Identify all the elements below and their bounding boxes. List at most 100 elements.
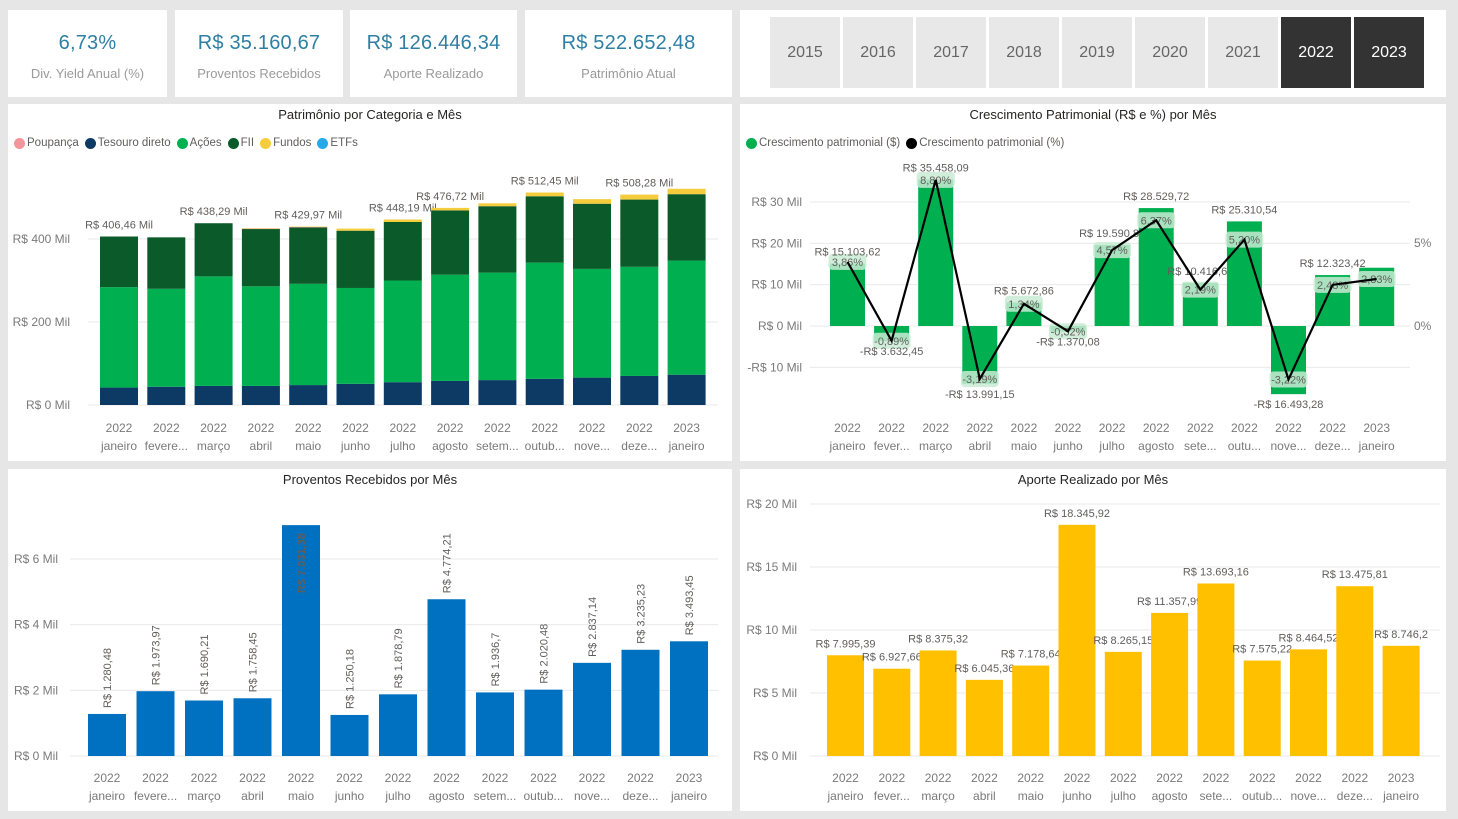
aporte-bar: [1243, 660, 1281, 756]
year-button-2016[interactable]: 2016: [843, 17, 913, 88]
legend-item[interactable]: Crescimento patrimonial (%): [906, 137, 1064, 149]
x-tick-year: 2022: [1099, 421, 1126, 435]
proventos-bar: [670, 641, 708, 756]
x-tick-year: 2022: [834, 421, 861, 435]
x-tick-year: 2022: [1275, 421, 1302, 435]
x-tick-month: outub...: [1242, 789, 1282, 803]
y-tick-label: R$ 0 Mil: [758, 319, 802, 333]
year-button-2019[interactable]: 2019: [1062, 17, 1132, 88]
bar-segment-acoes: [289, 283, 328, 386]
data-label: R$ 7.178,64: [1001, 649, 1061, 661]
legend-label: ETFs: [330, 137, 358, 149]
x-tick-year: 2022: [922, 421, 949, 435]
aporte-bar: [1151, 612, 1189, 756]
bar-segment-fii: [478, 206, 517, 273]
year-button-2017[interactable]: 2017: [916, 17, 986, 88]
x-tick-year: 2022: [878, 771, 905, 785]
proventos-bar: [136, 691, 175, 756]
legend-dot-icon: [260, 137, 272, 149]
legend-item[interactable]: Fundos: [260, 137, 311, 149]
proventos-bar: [185, 700, 223, 756]
year-button-2021[interactable]: 2021: [1208, 17, 1278, 88]
aporte-chart-panel: Aporte Realizado por Mês R$ 0 Mil R$ 5 Mi…: [740, 469, 1446, 811]
aporte-bar: [1104, 651, 1142, 756]
data-label: R$ 1.250,18: [345, 649, 357, 709]
bar-segment-acoes: [573, 268, 611, 378]
aporte-bar: [1058, 524, 1096, 756]
x-tick-month: outub...: [525, 439, 565, 453]
data-label: R$ 4.774,21: [442, 533, 454, 593]
x-tick-year: 2022: [1187, 421, 1214, 435]
x-tick-year: 2022: [1011, 421, 1038, 435]
bar-segment-tesouro: [431, 380, 470, 405]
x-tick-month: fevere...: [134, 789, 177, 803]
legend-label: Tesouro direto: [97, 137, 171, 149]
year-button-2023[interactable]: 2023: [1354, 17, 1424, 88]
x-tick-month: fever...: [874, 789, 910, 803]
x-tick-month: maio: [1011, 439, 1037, 453]
chart-title: Aporte Realizado por Mês: [1017, 472, 1169, 487]
chart-title: Crescimento Patrimonial (R$ e %) por Mês: [969, 107, 1217, 122]
legend-item[interactable]: Crescimento patrimonial ($): [746, 137, 900, 149]
bar-segment-tesouro: [383, 382, 422, 405]
legend-dot-icon: [84, 137, 96, 149]
data-label: R$ 7.995,39: [816, 638, 876, 650]
bar-segment-fundos: [478, 203, 517, 207]
bar-segment-tesouro: [336, 383, 375, 405]
x-tick-month: julho: [1110, 789, 1137, 803]
x-tick-year: 2022: [579, 771, 606, 785]
bar-segment-fii: [194, 223, 233, 277]
x-tick-month: junho: [334, 789, 365, 803]
x-tick-month: junho: [340, 439, 371, 453]
bar-segment-acoes: [667, 260, 706, 375]
legend-item[interactable]: Poupança: [14, 137, 79, 149]
bar-segment-fii: [100, 236, 138, 288]
chart-title: Patrimônio por Categoria e Mês: [278, 107, 462, 122]
data-label: R$ 8.746,2: [1374, 629, 1428, 641]
legend-item[interactable]: ETFs: [317, 137, 358, 149]
bar-segment-tesouro: [573, 377, 611, 405]
legend-item[interactable]: Ações: [176, 137, 222, 149]
value-data-label: R$ 25.310,54: [1211, 204, 1277, 216]
bar-segment-tesouro: [289, 385, 328, 405]
proventos-bar: [476, 692, 514, 756]
bar-segment-fundos: [336, 228, 375, 231]
bar-segment-acoes: [241, 286, 280, 386]
x-tick-month: agosto: [432, 439, 468, 453]
legend-item[interactable]: FII: [227, 137, 254, 149]
legend-item[interactable]: Tesouro direto: [84, 137, 171, 149]
x-tick-month: janeiro: [1382, 789, 1419, 803]
x-tick-year: 2022: [1064, 771, 1091, 785]
year-button-2015[interactable]: 2015: [770, 17, 840, 88]
aporte-bar: [1197, 583, 1235, 756]
proventos-bar: [379, 694, 417, 756]
year-button-2022[interactable]: 2022: [1281, 17, 1351, 88]
data-label: R$ 6.045,36: [954, 663, 1014, 675]
x-tick-month: abril: [241, 789, 264, 803]
data-label: R$ 18.345,92: [1044, 508, 1110, 520]
x-tick-year: 2022: [239, 771, 266, 785]
bar-segment-fundos: [573, 199, 611, 204]
chart-legend: Crescimento patrimonial ($) Crescimento p…: [746, 137, 1066, 149]
x-tick-year: 2022: [1017, 771, 1044, 785]
year-button-2020[interactable]: 2020: [1135, 17, 1205, 88]
year-button-2018[interactable]: 2018: [989, 17, 1059, 88]
y-tick-label: R$ 10 Mil: [746, 623, 797, 637]
data-label: R$ 3.235,23: [636, 584, 648, 644]
bar-segment-acoes: [100, 287, 138, 388]
bar-segment-fii: [431, 210, 470, 275]
data-label: R$ 8.375,32: [908, 633, 968, 645]
bar-segment-fundos: [667, 188, 706, 195]
bar-segment-fii: [147, 237, 186, 289]
x-tick-year: 2023: [1388, 771, 1415, 785]
y2-tick-label: 5%: [1414, 236, 1432, 250]
x-tick-month: agosto: [1152, 789, 1188, 803]
x-tick-year: 2022: [1295, 771, 1322, 785]
bar-segment-fii: [289, 227, 328, 284]
legend-dot-icon: [317, 137, 329, 149]
kpi-card-patrimonio: R$ 522.652,48 Patrimônio Atual: [525, 10, 732, 97]
data-label: R$ 13.475,81: [1322, 569, 1388, 581]
aporte-bar: [1012, 665, 1050, 756]
x-tick-month: janeiro: [100, 439, 137, 453]
x-tick-month: janeiro: [670, 789, 707, 803]
